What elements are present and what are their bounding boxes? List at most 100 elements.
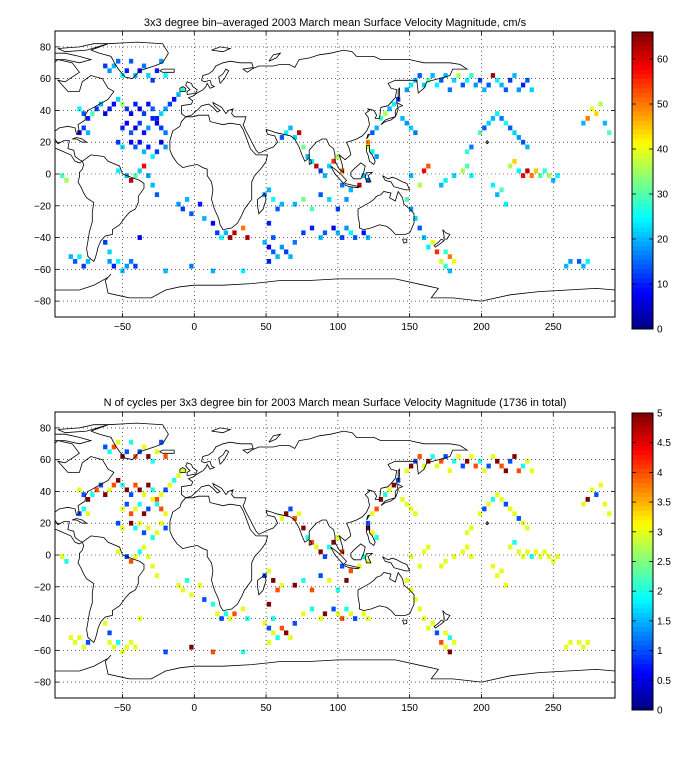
data-cell: [340, 235, 345, 240]
data-cell: [284, 511, 289, 517]
colorbar-band: [632, 556, 653, 562]
data-cell: [98, 101, 104, 107]
data-cell: [189, 592, 194, 598]
colorbar-tick-label: 0: [657, 706, 663, 717]
data-cell: [176, 582, 181, 588]
data-cell: [365, 520, 371, 526]
colorbar-band: [632, 161, 653, 168]
colorbar-band: [632, 436, 653, 442]
colorbar-band: [632, 552, 653, 558]
data-cell: [301, 525, 306, 531]
data-cell: [318, 573, 323, 579]
colorbar-band: [632, 496, 653, 502]
data-cell: [210, 220, 216, 226]
data-cell: [404, 87, 409, 93]
data-cell: [305, 154, 310, 159]
data-cell: [163, 106, 168, 112]
coastline: [433, 619, 445, 629]
data-cell: [120, 101, 125, 107]
data-cell: [408, 206, 414, 212]
data-cell: [107, 259, 112, 264]
colorbar-band: [632, 580, 653, 586]
data-cell: [124, 106, 129, 112]
data-cell: [443, 263, 448, 269]
data-cell: [90, 111, 95, 117]
data-cell: [94, 487, 99, 493]
data-cell: [585, 259, 590, 264]
colorbar-band: [632, 505, 653, 511]
coastline: [55, 52, 93, 64]
data-cell: [314, 544, 319, 550]
colorbar-tick-label: 2: [657, 587, 663, 598]
data-cell: [568, 640, 573, 645]
data-cell: [490, 116, 496, 121]
data-cell: [141, 511, 147, 517]
chart-panel-cycles: N of cycles per 3x3 degree bin for 2003 …: [34, 397, 671, 717]
data-cell: [374, 506, 379, 512]
data-cell: [581, 501, 586, 507]
colorbar-band: [632, 640, 653, 646]
colorbar-band: [632, 705, 653, 711]
data-cell: [72, 640, 78, 645]
colorbar-band: [632, 231, 653, 237]
colorbar-band: [632, 83, 653, 89]
data-cell: [279, 625, 285, 631]
data-cell: [219, 616, 224, 621]
data-cell: [426, 625, 431, 631]
data-cell: [133, 525, 138, 531]
data-cell: [81, 492, 86, 498]
data-cell: [296, 130, 302, 136]
colorbar-band: [632, 69, 653, 75]
data-cell: [447, 649, 453, 655]
data-cell: [335, 587, 341, 593]
data-cell: [434, 630, 440, 636]
data-cell: [202, 597, 207, 602]
data-cell: [464, 544, 470, 550]
colorbar-band: [632, 413, 653, 419]
data-cell: [163, 525, 168, 531]
data-cell: [77, 487, 82, 493]
y-tick-label: 0: [45, 551, 51, 562]
colorbar-band: [632, 570, 653, 576]
data-cell: [452, 259, 457, 264]
data-cell: [404, 468, 409, 474]
data-cell: [141, 149, 147, 155]
data-cell: [64, 177, 69, 183]
colorbar-band: [632, 277, 653, 284]
data-cell: [116, 139, 121, 145]
data-cell: [529, 554, 534, 559]
coastline: [364, 172, 374, 183]
data-cell: [124, 487, 129, 493]
colorbar-band: [632, 166, 653, 172]
data-cell: [137, 106, 142, 112]
data-cell: [340, 549, 345, 555]
data-cell: [85, 511, 91, 517]
coastline: [382, 556, 411, 572]
data-cell: [154, 530, 160, 536]
data-cell: [309, 587, 315, 593]
colorbar-band: [632, 273, 653, 279]
colorbar-band: [632, 654, 653, 660]
data-cell: [318, 235, 323, 240]
colorbar-band: [632, 96, 653, 103]
x-tick-label: 150: [401, 703, 418, 714]
colorbar-band: [632, 668, 653, 674]
data-cell: [271, 249, 276, 255]
y-tick-label: −20: [34, 582, 51, 593]
data-cell: [141, 444, 147, 450]
colorbar-band: [632, 422, 653, 428]
data-cell: [365, 177, 371, 183]
data-cell: [77, 254, 82, 260]
data-cell: [137, 168, 142, 174]
data-cell: [525, 549, 530, 555]
data-cell: [215, 611, 220, 617]
data-cell: [331, 539, 336, 545]
data-cell: [116, 549, 121, 555]
data-cell: [309, 539, 315, 545]
data-cell: [72, 259, 78, 264]
data-cell: [335, 535, 341, 540]
data-cell: [447, 254, 453, 260]
data-cell: [111, 263, 117, 269]
data-cell: [137, 501, 142, 507]
data-cell: [103, 111, 108, 117]
